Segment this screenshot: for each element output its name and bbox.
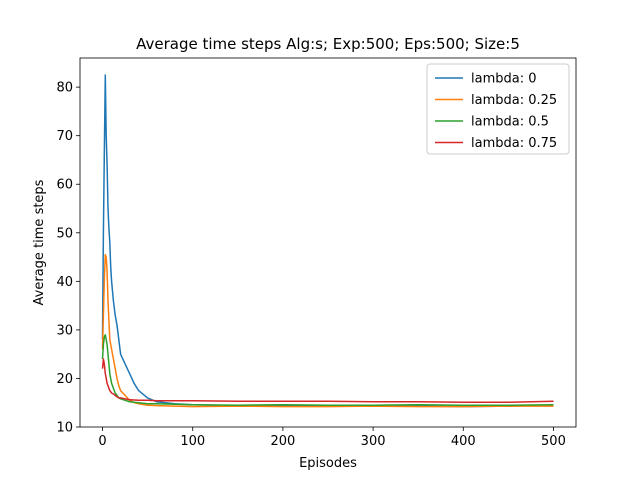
y-tick-label: 20: [56, 372, 73, 387]
y-tick-label: 80: [56, 81, 73, 96]
x-axis-label: Episodes: [299, 456, 357, 471]
y-tick-label: 30: [56, 323, 73, 338]
y-axis-label: Average time steps: [32, 179, 47, 305]
x-tick-label: 400: [451, 434, 476, 449]
y-tick-label: 70: [56, 129, 73, 144]
legend-box: [426, 63, 570, 155]
y-tick-label: 40: [56, 275, 73, 290]
legend-label-1: lambda: 0.25: [471, 93, 557, 108]
x-tick-label: 300: [361, 434, 386, 449]
y-tick-label: 10: [56, 421, 73, 436]
x-tick-label: 100: [180, 434, 205, 449]
legend-label-0: lambda: 0: [471, 72, 537, 87]
x-tick-label: 0: [98, 434, 106, 449]
x-tick-label: 200: [270, 434, 295, 449]
y-tick-label: 60: [56, 178, 73, 193]
legend-label-3: lambda: 0.75: [471, 136, 557, 151]
plot-area: [79, 57, 577, 428]
x-tick-label: 500: [541, 434, 566, 449]
series-line-1: [101, 253, 554, 408]
legend-label-2: lambda: 0.5: [471, 115, 549, 130]
x-axis: 0 100 200 300 400 500: [98, 427, 566, 449]
y-tick-label: 50: [56, 226, 73, 241]
series-line-2: [101, 334, 554, 406]
legend: lambda: 0 lambda: 0.25 lambda: 0.5 lambda: …: [426, 63, 570, 155]
chart-title: Average time steps Alg:s; Exp:500; Eps:5…: [136, 35, 520, 53]
series-line-3: [101, 358, 554, 403]
y-axis: 10 20 30 40 50 60 70 80: [56, 81, 80, 436]
plot-frame: [79, 57, 577, 428]
